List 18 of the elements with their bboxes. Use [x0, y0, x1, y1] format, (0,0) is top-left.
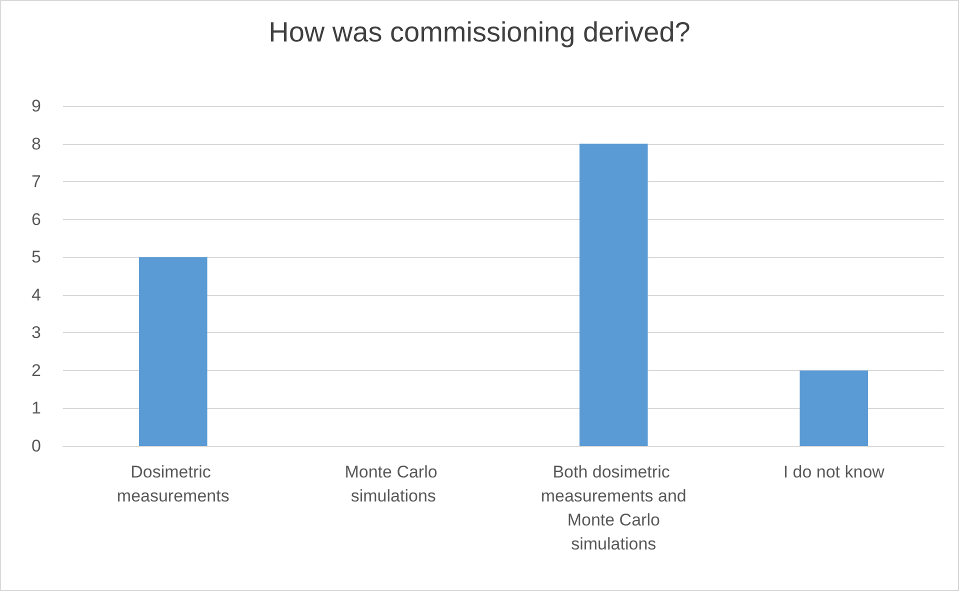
y-tick-label: 4 — [32, 285, 41, 304]
bar — [800, 370, 868, 446]
y-tick-label: 9 — [32, 96, 41, 116]
y-tick-label: 1 — [32, 398, 41, 418]
y-tick-label: 6 — [32, 210, 41, 229]
y-tick-label: 0 — [32, 436, 41, 456]
x-tick-label: Both dosimetric measurements and Monte Carlo simulations — [540, 462, 686, 554]
y-tick-label: 8 — [32, 134, 41, 154]
x-tick-label: Monte Carlo simulations — [344, 462, 442, 506]
bar — [579, 144, 648, 446]
bar — [138, 257, 208, 446]
y-tick-label: 2 — [32, 360, 41, 380]
y-tick-label: 5 — [32, 248, 41, 267]
y-tick-label: 7 — [32, 172, 41, 192]
y-tick-label: 3 — [32, 323, 41, 342]
chart-title: How was commissioning derived? — [268, 16, 690, 48]
x-tick-label: Dosimetric measurements — [116, 462, 230, 506]
x-tick-label: I do not know — [783, 462, 886, 482]
